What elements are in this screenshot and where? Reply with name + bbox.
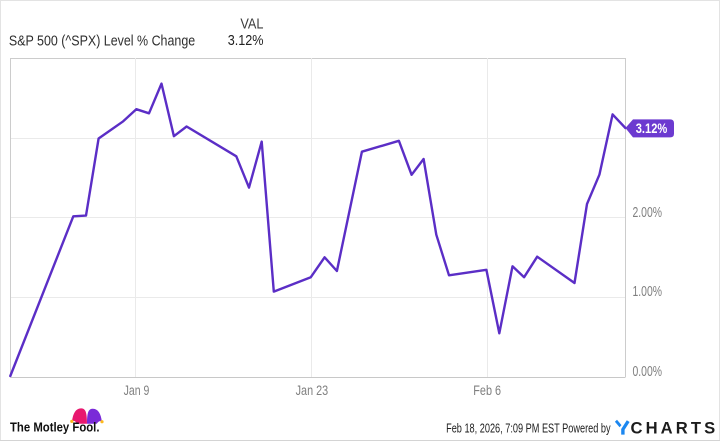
- svg-text:VAL: VAL: [240, 16, 263, 33]
- svg-text:3.12%: 3.12%: [636, 120, 668, 136]
- svg-text:The Motley Fool.: The Motley Fool.: [10, 421, 100, 435]
- svg-text:Jan 9: Jan 9: [124, 383, 150, 398]
- svg-text:CHARTS: CHARTS: [631, 418, 719, 437]
- svg-text:1.00%: 1.00%: [633, 284, 663, 300]
- svg-text:3.12%: 3.12%: [228, 32, 264, 49]
- svg-text:Jan 23: Jan 23: [296, 383, 329, 398]
- svg-text:0.00%: 0.00%: [633, 364, 663, 380]
- svg-text:Feb 18, 2026, 7:09 PM EST Powe: Feb 18, 2026, 7:09 PM EST Powered by: [446, 420, 611, 435]
- svg-text:2.00%: 2.00%: [633, 205, 663, 221]
- svg-text:Feb 6: Feb 6: [473, 383, 501, 398]
- svg-text:S&P 500 (^SPX) Level % Change: S&P 500 (^SPX) Level % Change: [9, 33, 195, 50]
